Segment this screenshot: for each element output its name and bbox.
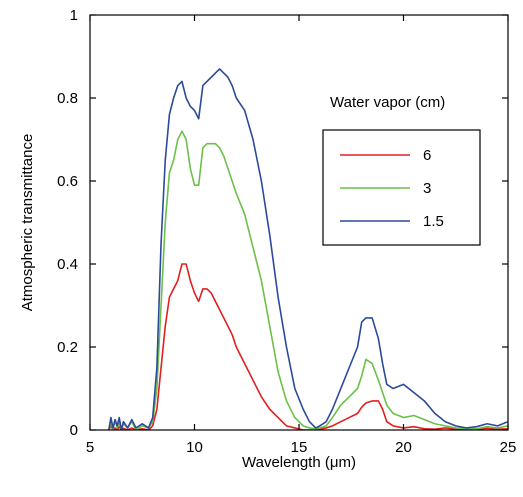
series-layer — [108, 68, 508, 430]
y-tick-label: 0.8 — [57, 90, 78, 107]
ticks-layer: 5 10 15 20 25 0 0.2 0.4 0.6 0.8 1 — [57, 7, 516, 456]
legend-label-2: 3 — [423, 180, 431, 197]
legend: 631.5 — [322, 129, 481, 246]
y-tick-label: 0 — [70, 422, 78, 439]
legend-label-3: 1.5 — [423, 213, 444, 230]
x-tick-label: 10 — [186, 439, 203, 456]
series-line-1 — [108, 263, 508, 430]
y-tick-label: 0.6 — [57, 173, 78, 190]
series-line-2 — [108, 130, 508, 430]
y-tick-label: 1 — [70, 7, 78, 24]
legend-label-1: 6 — [423, 147, 431, 164]
series-line-3 — [108, 68, 508, 430]
x-tick-label: 20 — [395, 439, 412, 456]
y-tick-label: 0.2 — [57, 339, 78, 356]
legend-title: Water vapor (cm) — [330, 94, 445, 111]
y-axis-label: Atmospheric transmittance — [19, 134, 36, 312]
y-tick-label: 0.4 — [57, 256, 78, 273]
x-tick-label: 15 — [291, 439, 308, 456]
x-tick-label: 5 — [86, 439, 94, 456]
x-tick-label: 25 — [500, 439, 517, 456]
x-axis-label: Wavelength (μm) — [242, 454, 356, 471]
